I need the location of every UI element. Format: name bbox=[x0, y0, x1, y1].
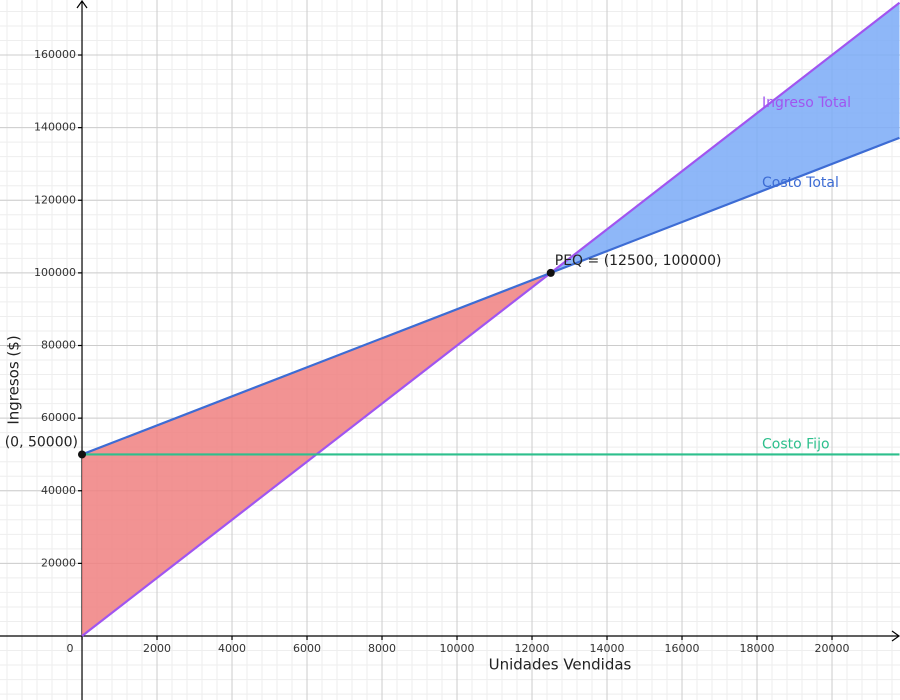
y-axis-label: Ingresos ($) bbox=[5, 335, 23, 424]
x-tick-label: 16000 bbox=[665, 642, 700, 655]
x-tick-label: 6000 bbox=[293, 642, 321, 655]
series-label: Costo Fijo bbox=[762, 436, 830, 452]
point-label: (0, 50000) bbox=[5, 434, 78, 450]
x-tick-label: 12000 bbox=[515, 642, 550, 655]
y-tick-label: 20000 bbox=[41, 556, 76, 569]
x-tick-label: 14000 bbox=[590, 642, 625, 655]
y-tick-label: 80000 bbox=[41, 339, 76, 352]
x-tick-label: 10000 bbox=[440, 642, 475, 655]
x-tick-label: 2000 bbox=[143, 642, 171, 655]
x-tick-label: 20000 bbox=[815, 642, 850, 655]
point bbox=[546, 268, 555, 277]
series-label: Ingreso Total bbox=[762, 95, 851, 111]
x-tick-label: 4000 bbox=[218, 642, 246, 655]
y-tick-label: 60000 bbox=[41, 411, 76, 424]
x-tick-label: 0 bbox=[67, 642, 74, 655]
y-tick-label: 40000 bbox=[41, 484, 76, 497]
x-axis-label: Unidades Vendidas bbox=[489, 656, 632, 674]
x-tick-label: 18000 bbox=[740, 642, 775, 655]
y-tick-label: 120000 bbox=[34, 193, 76, 206]
y-tick-label: 140000 bbox=[34, 121, 76, 134]
y-axis-arrow bbox=[76, 0, 88, 9]
point-label: PEQ = (12500, 100000) bbox=[555, 253, 722, 269]
y-tick-label: 100000 bbox=[34, 266, 76, 279]
x-tick-label: 8000 bbox=[368, 642, 396, 655]
y-tick-label: 160000 bbox=[34, 48, 76, 61]
point bbox=[78, 450, 87, 459]
x-axis-arrow bbox=[891, 630, 900, 642]
series-label: Costo Total bbox=[762, 175, 839, 191]
